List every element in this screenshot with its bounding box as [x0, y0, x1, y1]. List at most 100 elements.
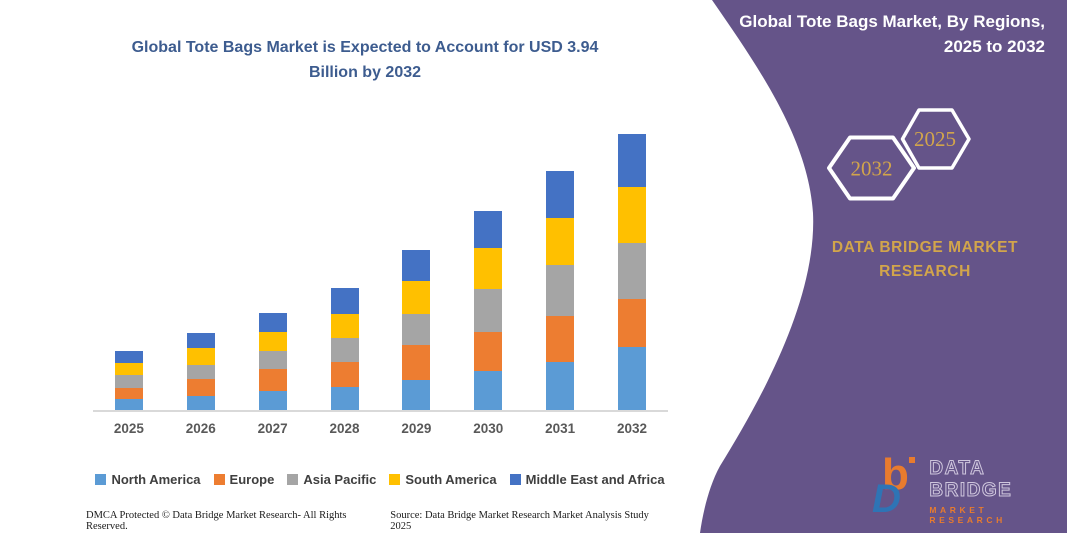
hexagon-2025-badge: 2025	[900, 108, 971, 170]
bar-segment	[114, 363, 143, 376]
bar-segment	[186, 365, 215, 379]
bar-segment	[258, 391, 287, 410]
bar-segment	[186, 396, 215, 410]
bar-segment	[618, 134, 647, 188]
bar-column-2026	[165, 333, 237, 410]
plot-area	[93, 134, 668, 412]
x-axis-label: 2030	[473, 421, 504, 436]
bar-segment	[186, 378, 215, 396]
bar-segment	[330, 386, 359, 410]
bar-segment	[258, 312, 287, 332]
brand-text: DATA BRIDGE MARKET RESEARCH	[793, 236, 1057, 284]
bar-segment	[186, 348, 215, 366]
bar-column-2029	[381, 250, 453, 410]
panel-title-line2: 2025 to 2032	[943, 36, 1045, 56]
bar-segment	[114, 351, 143, 364]
bar-segment	[330, 314, 359, 338]
brand-text-line1: DATA BRIDGE MARKET	[831, 239, 1019, 256]
hexagon-2025-year: 2025	[914, 127, 956, 151]
bar-segment	[402, 250, 431, 281]
bar-segment	[186, 333, 215, 349]
legend-swatch-icon	[95, 474, 107, 485]
legend-item: North America	[95, 472, 201, 487]
hexagon-2032-badge: 2032	[827, 135, 916, 201]
legend-swatch-icon	[509, 474, 521, 485]
bar-stack	[618, 134, 647, 410]
panel-title: Global Tote Bags Market, By Regions, 202…	[715, 10, 1045, 59]
footer-copyright: DMCA Protected © Data Bridge Market Rese…	[86, 510, 347, 532]
legend-item: Asia Pacific	[287, 472, 376, 487]
brand-text-line2: RESEARCH	[879, 263, 971, 281]
bar-segment	[474, 370, 503, 410]
legend-label: South America	[405, 472, 497, 487]
bar-segment	[114, 375, 143, 388]
chart-title-line2: Billion by 2032	[308, 63, 422, 81]
bar-column-2032	[596, 134, 668, 410]
bar-segment	[330, 337, 359, 363]
bar-stack	[258, 312, 287, 410]
x-axis-label: 2026	[185, 421, 216, 436]
legend-item: Middle East and Africa	[509, 472, 665, 487]
x-axis-labels: 2025 2026 2027 2028 2029 2030 2031 2032	[93, 421, 668, 436]
logo-dot-icon	[909, 456, 915, 463]
bar-segment	[402, 280, 431, 315]
legend-item: Europe	[213, 472, 275, 487]
bar-stack	[546, 170, 575, 410]
logo-d-glyph: D	[872, 476, 901, 521]
bar-segment	[546, 361, 575, 410]
bar-segment	[330, 362, 359, 387]
bar-segment	[546, 170, 575, 218]
bar-segment	[258, 331, 287, 352]
logo-subtitle: MARKET RESEARCH	[929, 505, 1006, 525]
bar-segment	[402, 344, 431, 380]
data-bridge-logo-icon: b D	[872, 452, 921, 523]
logo-title: DATA BRIDGE	[929, 458, 1013, 502]
x-axis-label: 2025	[113, 421, 144, 436]
bar-column-2031	[524, 170, 596, 410]
bar-stack	[402, 250, 431, 410]
bar-stack	[114, 351, 143, 410]
bar-segment	[474, 288, 503, 333]
legend-swatch-icon	[213, 474, 225, 485]
legend-label: North America	[111, 472, 201, 487]
legend-swatch-icon	[287, 474, 299, 485]
bar-column-2028	[309, 287, 381, 410]
bar-chart: 2025 2026 2027 2028 2029 2030 2031 2032	[93, 134, 668, 436]
x-axis-label: 2027	[257, 421, 288, 436]
bar-segment	[258, 369, 287, 392]
bar-segment	[546, 315, 575, 362]
bar-segment	[474, 248, 503, 289]
legend-item: South America	[389, 472, 497, 487]
bar-stack	[186, 333, 215, 410]
hexagon-2032-year: 2032	[851, 157, 893, 181]
bar-segment	[402, 379, 431, 410]
bar-stack	[474, 210, 503, 410]
bar-segment	[618, 298, 647, 347]
bar-column-2027	[237, 312, 309, 410]
bar-segment	[474, 210, 503, 249]
bar-segment	[114, 387, 143, 399]
company-logo: b D DATA BRIDGE MARKET RESEARCH	[872, 452, 1067, 525]
bar-segment	[474, 332, 503, 371]
footer: DMCA Protected © Data Bridge Market Rese…	[86, 510, 672, 532]
bar-segment	[546, 217, 575, 266]
panel-title-line1: Global Tote Bags Market, By Regions,	[739, 12, 1045, 31]
bar-stack	[330, 287, 359, 410]
bar-segment	[330, 287, 359, 315]
legend: North America Europe Asia Pacific South Ame…	[60, 472, 700, 487]
bar-column-2025	[93, 351, 165, 410]
bar-column-2030	[452, 210, 524, 410]
x-axis-label: 2029	[401, 421, 432, 436]
bar-segment	[618, 187, 647, 244]
bar-segment	[114, 398, 143, 410]
chart-title: Global Tote Bags Market is Expected to A…	[40, 36, 690, 86]
footer-source: Source: Data Bridge Market Research Mark…	[390, 510, 649, 532]
legend-label: Middle East and Africa	[525, 472, 665, 487]
chart-title-line1: Global Tote Bags Market is Expected to A…	[131, 39, 599, 56]
legend-label: Europe	[229, 472, 275, 487]
bar-segment	[618, 243, 647, 299]
x-axis-label: 2028	[329, 421, 360, 436]
x-axis-label: 2032	[617, 421, 648, 436]
legend-swatch-icon	[389, 474, 401, 485]
